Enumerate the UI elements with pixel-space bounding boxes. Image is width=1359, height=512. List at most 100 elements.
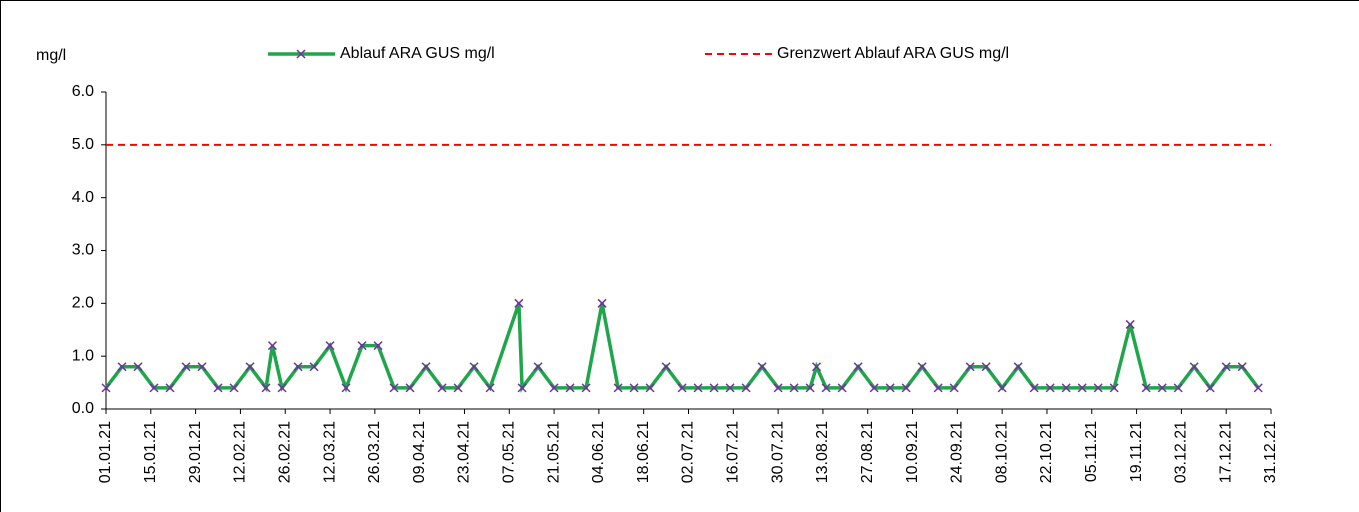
marker [677,383,687,393]
x-tick-label: 16.07.21 [725,421,742,483]
marker [517,383,527,393]
marker [757,362,767,372]
x-tick-label: 31.12.21 [1262,421,1279,483]
marker [1253,383,1263,393]
marker [309,362,319,372]
marker [437,383,447,393]
marker [741,383,751,393]
x-tick-label: 04.06.21 [590,421,607,483]
x-tick-label: 22.10.21 [1038,421,1055,483]
marker [885,383,895,393]
marker [1189,362,1199,372]
marker [1013,362,1023,372]
marker [709,383,719,393]
marker [1141,383,1151,393]
marker [357,341,367,351]
marker [629,383,639,393]
marker [117,362,127,372]
marker [485,383,495,393]
y-axis-label: mg/l [36,47,66,64]
x-tick-label: 27.08.21 [859,421,876,483]
marker [837,383,847,393]
x-tick-label: 29.01.21 [187,421,204,483]
x-tick-label: 19.11.21 [1128,421,1145,482]
marker [213,383,223,393]
x-tick-label: 08.10.21 [993,421,1010,483]
y-tick-label: 0.0 [72,400,94,417]
y-tick-label: 3.0 [72,242,94,259]
x-tick-label: 02.07.21 [680,421,697,483]
legend-label: Ablauf ARA GUS mg/l [340,45,495,62]
marker [149,383,159,393]
y-tick-label: 5.0 [72,136,94,153]
legend-label: Grenzwert Ablauf ARA GUS mg/l [777,45,1009,62]
marker [901,383,911,393]
marker [1093,383,1103,393]
y-tick-label: 1.0 [72,347,94,364]
marker [645,383,655,393]
data-line [104,302,1260,393]
marker [469,362,479,372]
marker [949,383,959,393]
x-tick-label: 17.12.21 [1217,421,1234,483]
x-tick-label: 13.08.21 [814,421,831,483]
marker [1237,362,1247,372]
x-tick-label: 21.05.21 [545,421,562,483]
marker [965,362,975,372]
marker [181,362,191,372]
marker [917,362,927,372]
marker [421,362,431,372]
marker [197,362,207,372]
marker [1125,319,1135,329]
x-tick-label: 15.01.21 [142,421,159,483]
x-tick-label: 07.05.21 [500,421,517,483]
marker [1157,383,1167,393]
marker [997,383,1007,393]
marker [725,383,735,393]
marker [1109,383,1119,393]
marker [565,383,575,393]
marker [325,341,335,351]
marker [267,341,277,351]
marker [405,383,415,393]
marker [1061,383,1071,393]
marker [1221,362,1231,372]
marker [533,362,543,372]
x-tick-label: 05.11.21 [1083,421,1100,482]
marker [373,341,383,351]
y-tick-label: 2.0 [72,295,94,312]
marker [277,383,287,393]
marker [789,383,799,393]
marker [981,362,991,372]
marker [933,383,943,393]
x-tick-label: 12.03.21 [321,421,338,483]
x-tick-label: 01.01.21 [97,421,114,483]
marker [773,383,783,393]
marker [597,298,607,308]
marker [1077,383,1087,393]
marker [165,383,175,393]
marker [811,362,822,372]
marker [133,362,143,372]
marker [821,383,831,393]
marker [1045,383,1055,393]
marker [581,383,591,393]
x-tick-label: 26.03.21 [366,421,383,483]
y-tick-label: 6.0 [72,83,94,100]
x-tick-label: 23.04.21 [456,421,473,483]
marker [693,383,703,393]
marker [805,383,815,393]
legend-marker [296,49,306,59]
x-tick-label: 26.02.21 [276,421,293,483]
x-tick-label: 18.06.21 [635,421,652,483]
x-tick-label: 09.04.21 [411,421,428,483]
x-tick-label: 03.12.21 [1173,421,1190,483]
marker [869,383,879,393]
marker [229,383,239,393]
x-tick-label: 10.09.21 [904,421,921,483]
marker [453,383,463,393]
x-tick-label: 30.07.21 [769,421,786,483]
marker [1173,383,1183,393]
marker [549,383,559,393]
